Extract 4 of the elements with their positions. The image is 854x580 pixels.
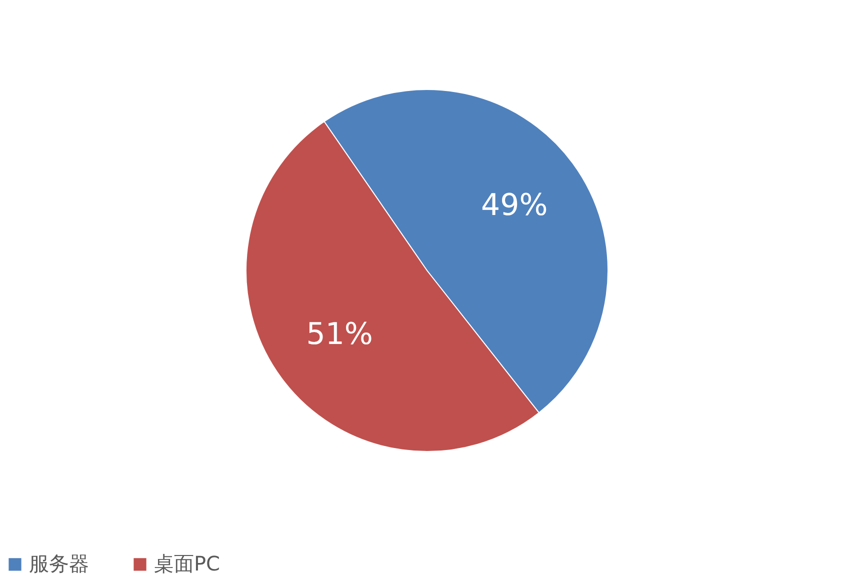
- legend-label: 桌面PC: [154, 551, 220, 576]
- data-label: 51%: [306, 316, 373, 352]
- data-label: 49%: [481, 188, 548, 224]
- legend-label: 服务器: [29, 551, 89, 576]
